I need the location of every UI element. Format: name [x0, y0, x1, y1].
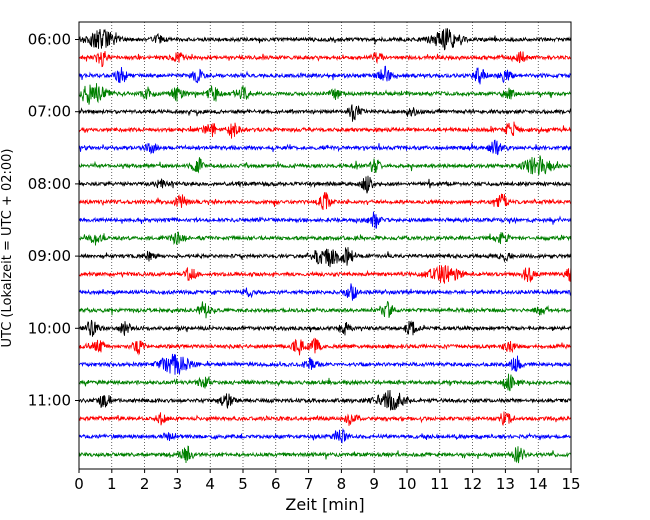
y-tick-label: 10:00 [28, 319, 71, 337]
seismogram-trace-0700 [78, 104, 572, 122]
x-tick-label: 6 [271, 475, 281, 493]
seismogram-trace-0800 [78, 175, 572, 194]
plot-frame [78, 21, 572, 470]
seismogram-trace-0630 [78, 65, 572, 85]
x-tick-label: 5 [238, 475, 248, 493]
x-tick-label: 15 [561, 475, 580, 493]
x-tick-label: 12 [463, 475, 482, 493]
x-tick-label: 10 [397, 475, 416, 493]
x-tick-label: 1 [107, 475, 117, 493]
x-tick-label: 3 [173, 475, 183, 493]
seismogram-trace-1000 [78, 319, 572, 337]
x-tick-label: 2 [140, 475, 150, 493]
y-tick-label: 11:00 [28, 392, 71, 410]
seismogram-trace-1145 [78, 445, 572, 464]
x-tick-label: 0 [74, 475, 84, 493]
grid-lines [111, 22, 539, 469]
seismogram-trace-0915 [78, 265, 572, 284]
seismogram-trace-0645 [78, 83, 572, 105]
seismogram-trace-1015 [78, 337, 572, 356]
x-tick-label: 14 [529, 475, 548, 493]
x-tick-label: 13 [496, 475, 515, 493]
x-axis-label: Zeit [min] [285, 495, 364, 514]
seismogram-trace-0930 [78, 283, 572, 301]
seismogram-trace-1115 [78, 411, 572, 427]
seismogram-trace-0900 [78, 247, 572, 268]
seismogram-trace-0745 [78, 155, 572, 175]
seismogram-trace-0815 [78, 192, 572, 211]
seismogram-trace-1100 [78, 389, 572, 411]
seismogram-trace-0715 [78, 121, 572, 139]
y-tick-label: 07:00 [28, 103, 71, 121]
y-tick-label: 09:00 [28, 247, 71, 265]
seismogram-trace-1030 [78, 353, 572, 376]
x-tick-label: 7 [304, 475, 314, 493]
y-tick-label: 08:00 [28, 175, 71, 193]
x-tick-label: 11 [430, 475, 449, 493]
x-tick-label: 8 [337, 475, 347, 493]
y-tick-label: 06:00 [28, 31, 71, 49]
y-axis-label: UTC (Lokalzeit = UTC + 02:00) [0, 149, 15, 348]
x-tick-label: 4 [205, 475, 215, 493]
seismogram-trace-0945 [78, 300, 572, 319]
x-tick-label: 9 [369, 475, 379, 493]
seismogram-traces [78, 28, 572, 464]
seismogram-trace-0615 [78, 50, 572, 68]
y-axis: 06:00 07:00 08:00 09:00 10:00 11:00 [28, 31, 79, 410]
seismogram-trace-0730 [78, 139, 572, 156]
seismogram-trace-0845 [78, 231, 572, 246]
seismogram-trace-0830 [78, 211, 572, 229]
seismogram-trace-0600 [78, 28, 572, 51]
seismogram-trace-1045 [78, 373, 572, 392]
x-axis: 0 1 2 3 4 5 6 7 8 9 10 11 12 13 14 15 [74, 469, 581, 493]
seismogram-trace-1130 [78, 427, 572, 444]
